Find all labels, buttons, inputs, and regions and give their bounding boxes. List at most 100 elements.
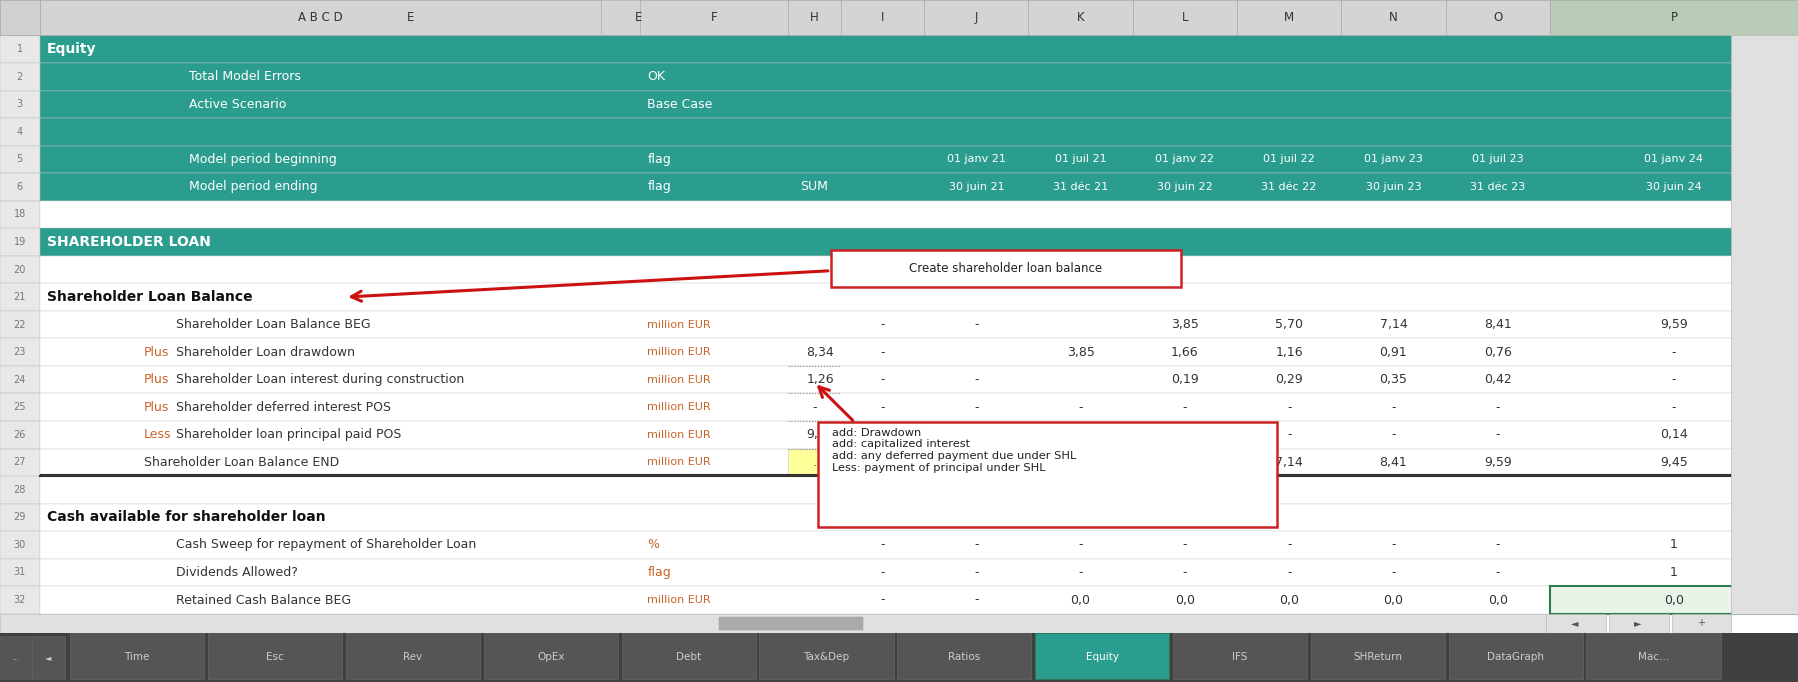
Text: 0,14: 0,14 [1660, 428, 1688, 441]
Bar [40, 0, 601, 35]
Text: 0,0: 0,0 [1070, 593, 1091, 606]
Text: 5: 5 [16, 154, 23, 164]
Text: SUM: SUM [800, 181, 829, 194]
Bar [0, 228, 40, 256]
Bar [40, 366, 1798, 394]
Text: -: - [975, 593, 978, 606]
Text: 0,19: 0,19 [1170, 373, 1199, 386]
Text: million EUR: million EUR [647, 595, 710, 605]
Text: 2: 2 [16, 72, 23, 82]
Text: 1: 1 [1670, 566, 1678, 579]
Text: -: - [881, 566, 885, 579]
Text: 22: 22 [14, 320, 25, 329]
Text: -: - [881, 539, 885, 552]
Bar [788, 449, 841, 476]
Text: H: H [811, 11, 818, 25]
Bar [924, 0, 1028, 35]
Text: Equity: Equity [1086, 653, 1118, 662]
Text: IFS: IFS [1232, 653, 1248, 662]
Text: -: - [813, 401, 816, 414]
Text: -: - [1287, 539, 1291, 552]
Text: O: O [1492, 11, 1503, 25]
Text: 01 juil 23: 01 juil 23 [1473, 154, 1523, 164]
Bar [40, 587, 1798, 614]
Text: 27: 27 [14, 458, 25, 467]
Text: million EUR: million EUR [647, 347, 710, 357]
Text: -: - [1672, 401, 1676, 414]
Text: million EUR: million EUR [647, 458, 710, 467]
Text: Model period beginning: Model period beginning [189, 153, 336, 166]
Bar [1036, 633, 1169, 679]
Bar [0, 366, 40, 394]
Text: 3: 3 [16, 100, 23, 109]
Text: Mac...: Mac... [1638, 653, 1669, 662]
Bar [640, 0, 788, 35]
Text: M: M [1284, 11, 1295, 25]
Text: flag: flag [647, 153, 671, 166]
Text: Less: Less [144, 428, 171, 441]
Text: 23: 23 [14, 347, 25, 357]
Text: 8,34: 8,34 [807, 346, 834, 359]
Text: 0,0: 0,0 [1663, 593, 1685, 606]
Text: 9,59: 9,59 [807, 428, 834, 441]
Bar [0, 201, 40, 228]
Text: OpEx: OpEx [538, 653, 565, 662]
Text: Plus: Plus [144, 373, 169, 386]
Text: -: - [975, 539, 978, 552]
Text: 32: 32 [14, 595, 25, 605]
Text: 30: 30 [14, 540, 25, 550]
Text: -: - [975, 373, 978, 386]
Text: OK: OK [647, 70, 665, 83]
Text: 01 juil 21: 01 juil 21 [1055, 154, 1106, 164]
Text: E: E [406, 11, 415, 25]
Bar [0, 636, 32, 679]
Text: 0,42: 0,42 [1483, 373, 1512, 386]
Text: -: - [1287, 401, 1291, 414]
Text: -: - [1392, 401, 1395, 414]
Text: 1: 1 [1670, 539, 1678, 552]
Text: 3,85: 3,85 [1066, 456, 1095, 469]
Bar [0, 0, 40, 35]
Text: Active Scenario: Active Scenario [189, 98, 286, 110]
Text: 18: 18 [14, 209, 25, 220]
Text: Retained Cash Balance BEG: Retained Cash Balance BEG [176, 593, 351, 606]
Text: P: P [1670, 11, 1678, 25]
Text: -: - [881, 456, 885, 469]
Bar [40, 256, 1798, 283]
Text: Dividends Allowed?: Dividends Allowed? [176, 566, 298, 579]
Bar [32, 636, 65, 679]
Text: flag: flag [647, 181, 671, 194]
Bar [345, 633, 480, 679]
Text: 30 juin 22: 30 juin 22 [1156, 182, 1214, 192]
Bar [0, 311, 40, 338]
Text: 01 janv 24: 01 janv 24 [1645, 154, 1703, 164]
Text: 21: 21 [14, 292, 25, 302]
Bar [1446, 0, 1550, 35]
Text: -: - [1496, 428, 1500, 441]
Bar [40, 394, 1798, 421]
Text: 31 déc 21: 31 déc 21 [1054, 182, 1108, 192]
Bar [0, 173, 40, 201]
Bar [759, 633, 894, 679]
Text: 01 juil 22: 01 juil 22 [1264, 154, 1314, 164]
Text: 24: 24 [14, 374, 25, 385]
Bar [40, 449, 1798, 476]
Text: %: % [647, 539, 660, 552]
Text: Plus: Plus [144, 346, 169, 359]
Text: Shareholder Loan Balance: Shareholder Loan Balance [47, 290, 252, 304]
Text: -: - [975, 456, 978, 469]
Bar [0, 35, 1798, 614]
Text: DataGraph: DataGraph [1487, 653, 1544, 662]
Text: -: - [1079, 566, 1082, 579]
Bar [70, 633, 205, 679]
Text: .: . [813, 456, 816, 469]
Bar [1172, 633, 1307, 679]
Bar [1546, 614, 1606, 633]
Bar [40, 531, 1798, 559]
Bar [0, 394, 40, 421]
FancyBboxPatch shape [818, 422, 1277, 527]
Text: ◄: ◄ [45, 653, 52, 662]
Bar [0, 35, 40, 63]
Text: 7,14: 7,14 [1275, 456, 1304, 469]
Text: 9,45: 9,45 [1660, 456, 1688, 469]
